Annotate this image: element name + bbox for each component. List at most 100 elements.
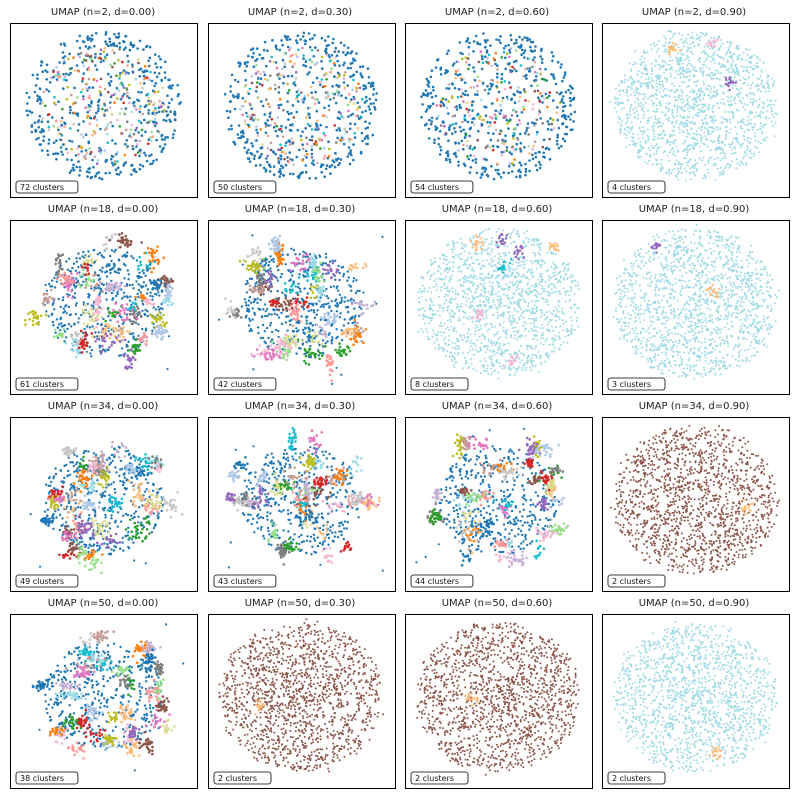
data-point — [301, 158, 304, 162]
data-point — [315, 76, 319, 80]
data-point — [568, 84, 572, 88]
data-point — [484, 166, 487, 170]
data-point — [223, 92, 227, 96]
data-point — [506, 97, 510, 101]
data-point — [724, 130, 727, 133]
data-point — [748, 91, 751, 94]
data-point — [651, 85, 654, 88]
data-point — [703, 52, 706, 55]
data-point — [674, 154, 677, 157]
data-point — [745, 66, 748, 68]
data-point — [491, 148, 495, 152]
data-point — [168, 335, 171, 338]
data-point — [325, 115, 328, 119]
data-point — [98, 251, 102, 255]
data-point — [687, 85, 690, 88]
data-point — [102, 256, 106, 259]
data-point — [664, 76, 667, 79]
data-point — [310, 49, 314, 52]
data-point — [39, 102, 42, 105]
data-point — [279, 275, 282, 279]
data-point — [500, 153, 504, 157]
data-point — [284, 163, 288, 167]
data-point — [41, 128, 44, 131]
data-point — [131, 301, 135, 304]
data-point — [681, 121, 684, 124]
data-point — [173, 113, 177, 117]
data-point — [690, 50, 693, 53]
data-point — [266, 119, 270, 122]
data-point — [128, 312, 132, 316]
data-point — [713, 115, 716, 118]
data-point — [244, 100, 247, 103]
data-point — [487, 60, 491, 64]
data-point — [268, 112, 272, 115]
data-point — [137, 295, 140, 299]
data-point — [349, 100, 352, 104]
data-point — [632, 63, 635, 66]
data-point — [113, 92, 117, 96]
data-point — [688, 110, 691, 113]
data-point — [93, 249, 96, 252]
data-point — [516, 123, 519, 127]
data-point — [467, 67, 470, 71]
data-point — [427, 93, 430, 96]
data-point — [68, 139, 71, 143]
data-point — [337, 50, 341, 53]
data-point — [693, 81, 696, 84]
data-point — [163, 143, 167, 146]
data-point — [519, 163, 523, 167]
data-point — [284, 141, 288, 144]
data-point — [700, 128, 703, 131]
data-point — [693, 167, 696, 170]
data-point — [163, 283, 167, 286]
data-point — [704, 121, 707, 124]
data-point — [159, 283, 162, 286]
data-point — [696, 162, 699, 165]
data-point — [81, 61, 84, 64]
data-point — [681, 116, 684, 119]
umap-panel: UMAP (n=2, d=0.30)50 clusters — [208, 7, 396, 198]
data-point — [764, 139, 767, 142]
data-point — [523, 56, 526, 59]
data-point — [296, 100, 300, 103]
data-point — [281, 166, 285, 169]
data-point — [356, 127, 360, 130]
data-point — [642, 133, 644, 136]
data-point — [448, 126, 451, 129]
data-point — [447, 100, 451, 103]
data-point — [734, 81, 738, 84]
data-point — [524, 167, 528, 171]
data-point — [93, 307, 97, 311]
scatter-points — [223, 31, 378, 180]
data-point — [696, 139, 699, 142]
data-point — [144, 327, 148, 330]
data-point — [712, 164, 715, 167]
data-point — [631, 139, 633, 142]
data-point — [299, 134, 303, 138]
data-point — [75, 64, 79, 67]
data-point — [357, 82, 360, 85]
data-point — [248, 102, 252, 105]
data-point — [35, 138, 38, 141]
data-point — [639, 82, 642, 85]
data-point — [489, 121, 492, 124]
data-point — [138, 339, 142, 342]
data-point — [137, 323, 140, 326]
data-point — [737, 109, 740, 112]
data-point — [70, 140, 74, 143]
data-point — [75, 260, 79, 263]
data-point — [536, 89, 540, 93]
data-point — [268, 170, 272, 173]
data-point — [62, 72, 65, 76]
data-point — [59, 279, 62, 282]
data-point — [502, 50, 506, 54]
data-point — [281, 135, 285, 138]
data-point — [427, 137, 431, 140]
data-point — [431, 102, 435, 105]
data-point — [496, 168, 500, 172]
data-point — [151, 120, 155, 124]
data-point — [60, 325, 63, 328]
data-point — [714, 162, 717, 165]
